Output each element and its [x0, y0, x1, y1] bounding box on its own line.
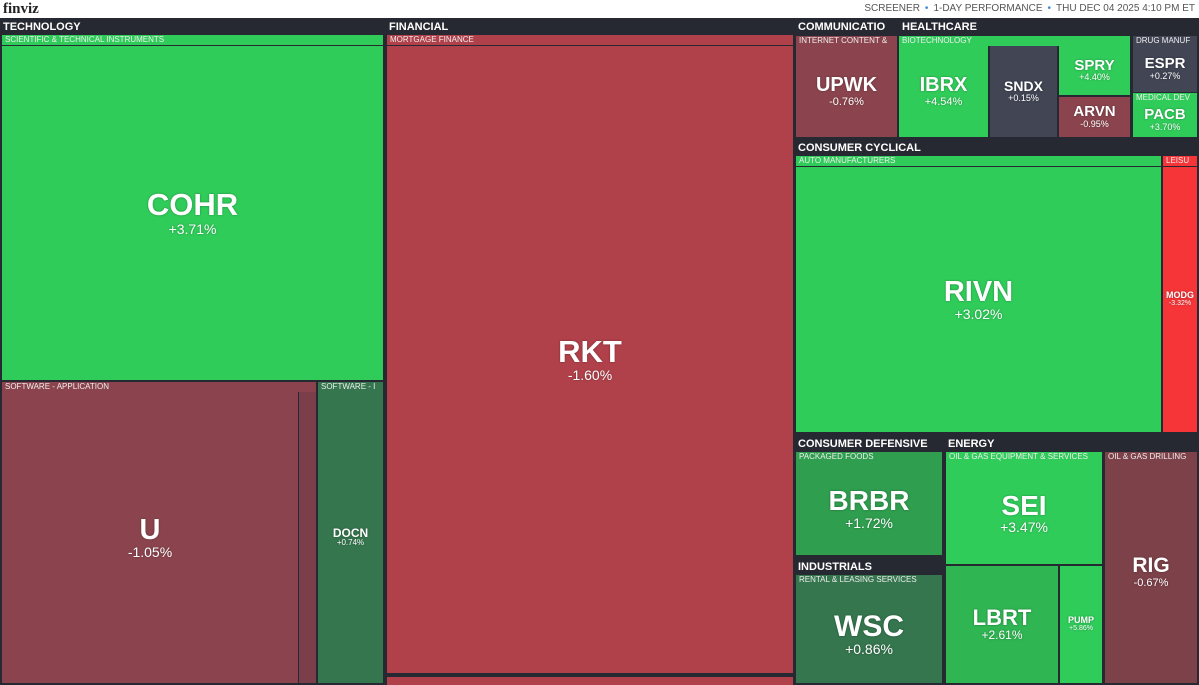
sector-label: CONSUMER DEFENSIVE: [798, 438, 928, 450]
stock-tile[interactable]: COHR +3.71%: [2, 46, 383, 380]
logo[interactable]: finviz: [3, 1, 39, 17]
ticker: ESPR: [1144, 55, 1186, 73]
industry-label: AUTO MANUFACTURERS: [796, 156, 1161, 166]
ticker: U: [139, 513, 161, 546]
industry-label: MORTGAGE FINANCE: [387, 35, 793, 45]
industry-label: DRUG MANUF: [1133, 36, 1197, 46]
stock-tile[interactable]: BRBR +1.72%: [796, 462, 942, 555]
ticker: DOCN: [332, 525, 369, 540]
stock-tile[interactable]: RIVN +3.02%: [796, 167, 1161, 432]
ticker: WSC: [834, 609, 904, 643]
stock-tile[interactable]: SEI +3.47%: [946, 462, 1102, 564]
ticker: COHR: [146, 187, 239, 223]
change: +3.71%: [168, 220, 217, 237]
change: +2.61%: [981, 628, 1023, 643]
industry-label: RENTAL & LEASING SERVICES: [796, 575, 942, 585]
ticker: RIVN: [943, 275, 1014, 308]
nav-item[interactable]: SCREENER: [864, 3, 920, 14]
sector-label: INDUSTRIALS: [798, 561, 872, 573]
industry-label: LEISU: [1163, 156, 1197, 166]
ticker: MODG: [1166, 289, 1194, 300]
ticker: IBRX: [919, 73, 968, 96]
stock-tile[interactable]: WSC +0.86%: [796, 585, 942, 683]
ticker: PACB: [1144, 106, 1186, 124]
industry-label: OIL & GAS EQUIPMENT & SERVICES: [946, 452, 1102, 462]
change: +0.27%: [1149, 70, 1181, 81]
small-tile[interactable]: [387, 677, 793, 685]
ticker: PUMP: [1067, 614, 1094, 625]
ticker: LBRT: [972, 605, 1032, 631]
stock-tile[interactable]: RIG -0.67%: [1105, 462, 1197, 683]
stock-tile[interactable]: PACB +3.70%: [1133, 103, 1197, 137]
stock-tile[interactable]: ESPR +0.27%: [1133, 46, 1197, 92]
change: +3.02%: [954, 306, 1003, 323]
change: -3.32%: [1168, 300, 1192, 308]
sector-label: FINANCIAL: [389, 21, 449, 33]
change: +3.70%: [1149, 121, 1181, 132]
stock-tile[interactable]: U -1.05%: [2, 392, 298, 683]
nav: SCREENER • 1-DAY PERFORMANCE • THU DEC 04 20…: [864, 3, 1195, 14]
ticker: ARVN: [1073, 103, 1116, 121]
change: +5.86%: [1069, 625, 1093, 633]
top-bar: finviz SCREENER • 1-DAY PERFORMANCE • THU DE…: [0, 0, 1199, 18]
industry-label: SOFTWARE - I: [318, 382, 383, 392]
change: +0.86%: [845, 641, 893, 658]
industry-label: BIOTECHNOLOGY: [899, 36, 1130, 46]
ticker: SPRY: [1074, 56, 1115, 74]
stock-tile[interactable]: MODG -3.32%: [1163, 167, 1197, 432]
change: +0.74%: [336, 538, 365, 548]
stock-tile[interactable]: LBRT +2.61%: [946, 566, 1058, 683]
change: +0.15%: [1008, 92, 1039, 103]
sector-label: TECHNOLOGY: [3, 21, 81, 33]
change: -1.05%: [127, 544, 173, 561]
change: +4.54%: [924, 95, 963, 108]
change: +3.47%: [1000, 519, 1048, 535]
stock-tile[interactable]: ARVN -0.95%: [1059, 97, 1130, 137]
stock-tile[interactable]: SPRY +4.40%: [1059, 46, 1130, 95]
stock-tile[interactable]: PUMP +5.86%: [1060, 566, 1102, 683]
industry-label: INTERNET CONTENT &: [796, 36, 897, 46]
change: -0.76%: [829, 95, 864, 108]
ticker: UPWK: [815, 73, 878, 96]
industry-label: SCIENTIFIC & TECHNICAL INSTRUMENTS: [2, 35, 383, 45]
nav-item: 1-DAY PERFORMANCE: [933, 3, 1043, 14]
change: +1.72%: [845, 514, 893, 531]
industry-label: MEDICAL DEV: [1133, 93, 1197, 103]
change: +4.40%: [1079, 72, 1110, 83]
change: -1.60%: [567, 367, 613, 384]
ticker: SNDX: [1004, 78, 1043, 95]
industry-label: OIL & GAS DRILLING: [1105, 452, 1197, 462]
ticker: RKT: [558, 333, 622, 369]
small-tile[interactable]: [299, 392, 316, 683]
stock-tile[interactable]: DOCN +0.74%: [318, 392, 383, 683]
sector-label: COMMUNICATIO: [798, 21, 886, 33]
stock-tile[interactable]: IBRX +4.54%: [899, 46, 988, 137]
sector-label: ENERGY: [948, 438, 995, 450]
industry-label: SOFTWARE - APPLICATION: [2, 382, 316, 392]
ticker: SEI: [1001, 489, 1047, 521]
stock-tile[interactable]: RKT -1.60%: [387, 46, 793, 673]
sector-label: CONSUMER CYCLICAL: [798, 142, 921, 154]
nav-item: THU DEC 04 2025 4:10 PM ET: [1056, 3, 1195, 14]
stock-tile[interactable]: UPWK -0.76%: [796, 46, 897, 137]
ticker: BRBR: [828, 485, 910, 517]
ticker: RIG: [1132, 554, 1170, 578]
change: -0.67%: [1133, 577, 1169, 590]
stock-tile[interactable]: SNDX +0.15%: [990, 46, 1057, 137]
change: -0.95%: [1080, 118, 1109, 129]
sector-label: HEALTHCARE: [902, 21, 977, 33]
industry-label: PACKAGED FOODS: [796, 452, 942, 462]
